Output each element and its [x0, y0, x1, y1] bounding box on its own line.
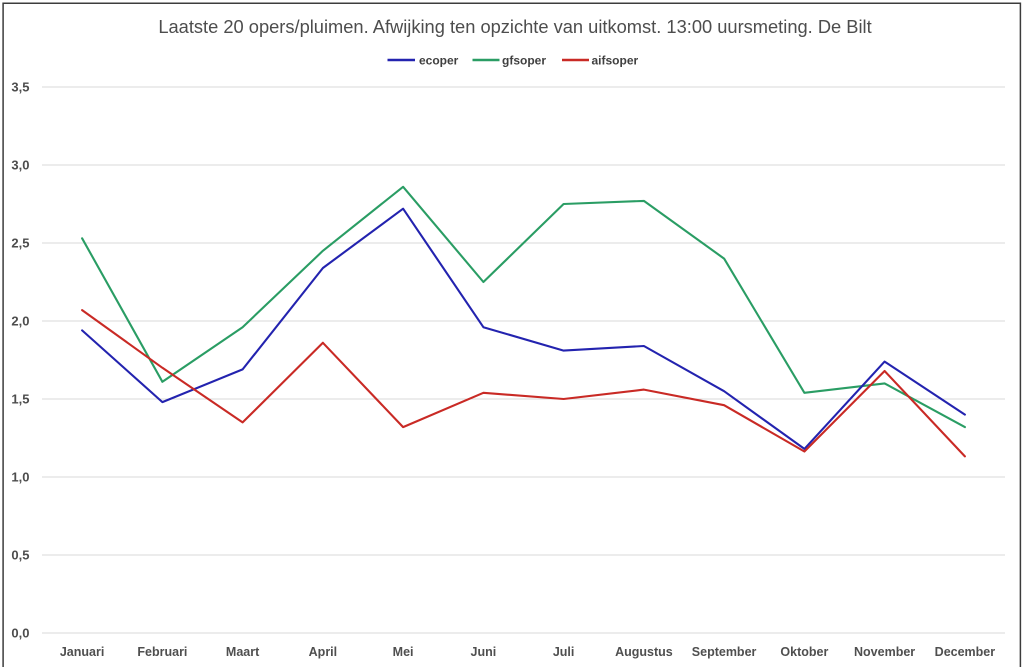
svg-text:Mei: Mei [393, 645, 414, 659]
svg-text:September: September [692, 645, 757, 659]
svg-text:Juni: Juni [471, 645, 497, 659]
svg-text:April: April [309, 645, 337, 659]
svg-text:gfsoper: gfsoper [502, 54, 546, 68]
svg-text:2,0: 2,0 [11, 313, 29, 328]
svg-text:2,5: 2,5 [11, 235, 29, 250]
svg-text:November: November [854, 645, 915, 659]
svg-text:Juli: Juli [553, 645, 575, 659]
svg-text:0,0: 0,0 [11, 625, 29, 640]
svg-text:0,5: 0,5 [11, 547, 29, 562]
svg-text:1,0: 1,0 [11, 469, 29, 484]
svg-text:December: December [935, 645, 996, 659]
svg-text:3,5: 3,5 [11, 79, 29, 94]
svg-text:3,0: 3,0 [11, 157, 29, 172]
svg-text:ecoper: ecoper [419, 54, 459, 68]
svg-text:1,5: 1,5 [11, 391, 29, 406]
svg-text:Maart: Maart [226, 645, 260, 659]
svg-text:Februari: Februari [137, 645, 187, 659]
svg-text:Laatste 20 opers/pluimen. Afwi: Laatste 20 opers/pluimen. Afwijking ten … [158, 16, 871, 37]
svg-text:Januari: Januari [60, 645, 104, 659]
svg-text:Augustus: Augustus [615, 645, 673, 659]
svg-text:Oktober: Oktober [780, 645, 828, 659]
svg-text:aifsoper: aifsoper [592, 54, 639, 68]
